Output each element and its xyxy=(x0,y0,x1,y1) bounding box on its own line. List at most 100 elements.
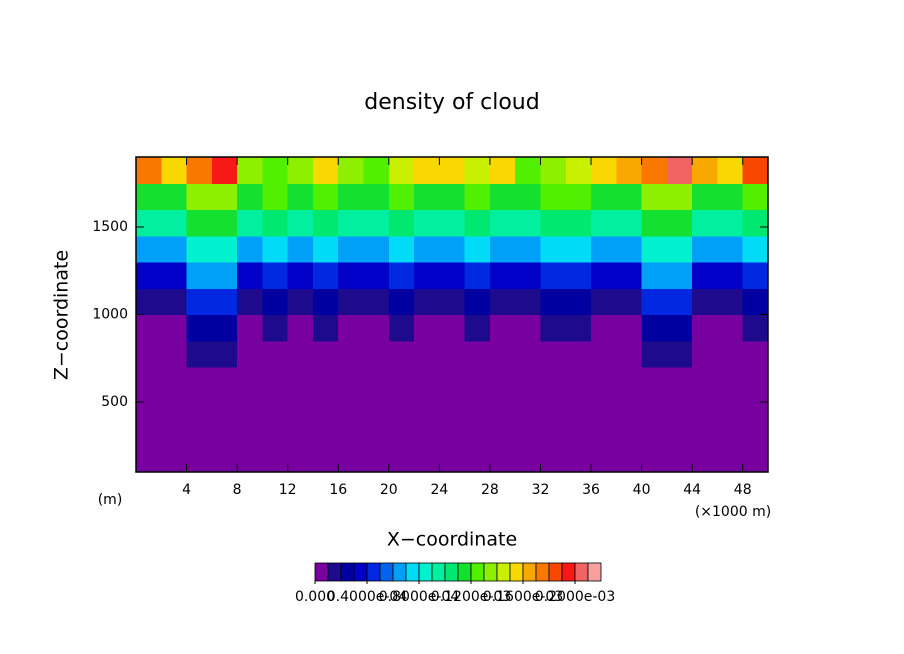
cell xyxy=(616,419,643,447)
cell xyxy=(287,340,314,368)
x-axis-label: X−coordinate xyxy=(387,529,517,551)
colorbar-label: 0.1600e-03 xyxy=(483,589,563,605)
cell xyxy=(616,235,643,263)
cell xyxy=(136,419,162,447)
cell xyxy=(363,235,390,263)
cell xyxy=(338,419,365,447)
cell xyxy=(464,340,491,368)
cell xyxy=(616,393,643,420)
cell xyxy=(338,183,365,210)
cell xyxy=(287,183,314,210)
cell xyxy=(312,393,339,420)
cell xyxy=(692,340,718,368)
cell xyxy=(186,340,213,368)
cell xyxy=(237,419,263,447)
cell xyxy=(414,235,440,263)
cell xyxy=(717,262,744,289)
cell xyxy=(540,340,567,368)
cell xyxy=(186,235,213,263)
y-tick-label: 500 xyxy=(101,394,128,410)
cell xyxy=(439,288,466,315)
cell xyxy=(565,183,592,210)
cell xyxy=(338,367,365,394)
cell xyxy=(464,419,491,447)
colorbar-swatch xyxy=(392,562,407,582)
cell xyxy=(540,314,567,342)
cell xyxy=(338,393,365,420)
cell xyxy=(287,262,314,289)
cell xyxy=(540,419,567,447)
cell xyxy=(237,157,263,184)
cell xyxy=(540,235,567,263)
cell xyxy=(616,367,643,394)
cell xyxy=(363,393,390,420)
colorbar-swatch xyxy=(470,562,485,582)
cell xyxy=(161,262,188,289)
cell xyxy=(464,209,491,237)
cell xyxy=(742,314,769,342)
cell xyxy=(439,367,466,394)
cell xyxy=(717,183,744,210)
x-tick-label: 28 xyxy=(481,482,499,498)
colorbar-swatch xyxy=(457,562,472,582)
cell xyxy=(515,367,541,394)
cell xyxy=(717,393,744,420)
cell xyxy=(414,393,440,420)
cell xyxy=(489,393,516,420)
cell xyxy=(312,209,339,237)
cell xyxy=(388,183,415,210)
cell xyxy=(616,262,643,289)
cell xyxy=(591,367,617,394)
colorbar-label: 0.8000e-04 xyxy=(379,589,460,605)
colorbar-swatch xyxy=(496,562,511,582)
cell xyxy=(641,235,668,263)
y-unit: (m) xyxy=(98,492,123,508)
cell xyxy=(717,209,744,237)
colorbar-swatch xyxy=(444,562,459,582)
cell xyxy=(338,288,365,315)
cell xyxy=(161,157,188,184)
cell xyxy=(262,340,289,368)
cell xyxy=(439,393,466,420)
cell xyxy=(312,445,339,473)
cell xyxy=(591,340,617,368)
cell xyxy=(414,419,440,447)
colorbar-label: 0.1200e-03 xyxy=(431,589,511,605)
cell xyxy=(161,419,188,447)
cell xyxy=(717,445,744,473)
colorbar-swatch xyxy=(353,562,368,582)
cell xyxy=(515,288,541,315)
cell xyxy=(287,288,314,315)
cell xyxy=(439,183,466,210)
cell xyxy=(136,314,162,342)
x-tick-label: 8 xyxy=(233,482,242,498)
chart-title: density of cloud xyxy=(364,90,539,115)
cell xyxy=(388,288,415,315)
cell xyxy=(565,235,592,263)
cell xyxy=(262,157,289,184)
cell xyxy=(262,367,289,394)
cell xyxy=(262,393,289,420)
cell xyxy=(211,183,238,210)
cell xyxy=(287,209,314,237)
cell xyxy=(161,183,188,210)
cell xyxy=(565,288,592,315)
cell xyxy=(540,445,567,473)
cell xyxy=(388,419,415,447)
cell xyxy=(464,235,491,263)
cell xyxy=(161,209,188,237)
cell xyxy=(136,183,162,210)
cell xyxy=(742,288,769,315)
cell xyxy=(591,419,617,447)
cell xyxy=(237,340,263,368)
cell xyxy=(717,314,744,342)
cell xyxy=(312,314,339,342)
cell xyxy=(565,419,592,447)
cell xyxy=(338,445,365,473)
cell xyxy=(211,419,238,447)
cell xyxy=(136,157,162,184)
cell xyxy=(211,314,238,342)
cell xyxy=(616,314,643,342)
cell xyxy=(666,419,693,447)
cell xyxy=(388,235,415,263)
